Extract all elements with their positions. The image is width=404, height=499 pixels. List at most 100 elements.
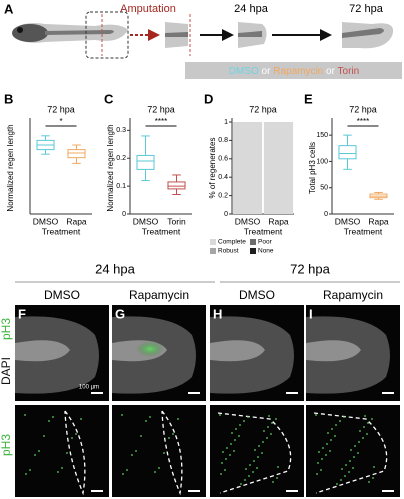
ph3-dot (276, 477, 278, 479)
ph3-dot (24, 414, 26, 416)
panel-title: Rapamycin (323, 288, 383, 302)
y-tick-label: 0.2 (116, 155, 126, 162)
ph3-dot (235, 428, 237, 430)
micrograph (306, 405, 400, 497)
x-tick-label: DMSO (335, 216, 361, 226)
fin-core (15, 340, 70, 362)
ph3-dot (367, 422, 369, 424)
chart-title: 72 hpa (47, 104, 75, 114)
ph3-dot (253, 460, 255, 462)
panel-title: DMSO (239, 288, 275, 302)
bar-segment (263, 122, 294, 214)
y-tick-label: 0.8 (218, 137, 228, 144)
ph3-dot (335, 424, 337, 426)
ph3-dot (233, 450, 235, 452)
ph3-dot (341, 468, 343, 470)
micrograph (210, 405, 304, 497)
ph3-dot (172, 433, 174, 435)
x-axis-label: Treatment (42, 226, 81, 236)
regenerate-outline (161, 410, 183, 496)
ph3-dot (350, 449, 352, 451)
chart-title: 72 hpa (147, 104, 175, 114)
ph3-dot (243, 420, 245, 422)
ph3-dot (322, 447, 324, 449)
legend-word: or (323, 66, 337, 77)
y-tick-label: 0.4 (218, 174, 228, 181)
fin-core (210, 340, 265, 362)
ph3-dot (126, 469, 128, 471)
regenerate-outline (313, 412, 388, 494)
channel-label: pH3 (0, 318, 13, 340)
ph3-dot (177, 418, 179, 420)
ph3-dot (354, 445, 356, 447)
chart-title: 72 hpa (249, 104, 277, 114)
panel-label: F (18, 306, 26, 321)
y-tick-label: 0 (122, 211, 126, 218)
y-tick-label: 0.3 (116, 127, 126, 134)
legend-word: Torin (338, 66, 360, 77)
ph3-dot (371, 418, 373, 420)
ph3-dot (220, 473, 222, 475)
ph3-dot (25, 473, 27, 475)
y-tick-label: 0.1 (116, 183, 126, 190)
legend-word: Rapamycin (273, 66, 323, 77)
ph3-dot (325, 454, 327, 456)
ph3-dot (163, 452, 165, 454)
box (167, 181, 186, 190)
ph3-dot (331, 428, 333, 430)
regenerate-outline (217, 412, 292, 494)
ph3-dot (262, 441, 264, 443)
ph3-dot (226, 447, 228, 449)
legend-label: None (258, 248, 274, 255)
ph3-dot (336, 483, 338, 485)
legend-label: Robust (218, 248, 239, 255)
stage-header: 72 hpa (290, 261, 331, 276)
ph3-dot (256, 467, 258, 469)
ph3-dot (326, 443, 328, 445)
x-tick-label: DMSO (133, 216, 159, 226)
ph3-dot (34, 454, 36, 456)
ph3-dot (366, 433, 368, 435)
y-axis-label: % of regenerates (208, 138, 217, 199)
ph3-dot (343, 416, 345, 418)
ph3-dot (140, 435, 142, 437)
ph3-dot (364, 415, 366, 417)
ph3-dot (352, 467, 354, 469)
y-tick-label: 1 (224, 119, 228, 126)
legend-swatch (210, 239, 216, 245)
ph3-dot (363, 426, 365, 428)
ph3-dot (339, 420, 341, 422)
ph3-dot (131, 454, 133, 456)
legend-swatch (250, 248, 256, 254)
y-axis-label: Normalized regen length (6, 124, 15, 211)
ph3-dot (373, 466, 375, 468)
ph3-dot (122, 473, 124, 475)
treatment-legend: DMSO or Rapamycin or Torin (229, 66, 359, 77)
panel-label: G (115, 306, 125, 321)
legend-swatch (250, 239, 256, 245)
scale-bar-label: 100 µm (79, 385, 99, 391)
box (136, 154, 155, 170)
y-tick-label: 100 (316, 158, 328, 165)
stage-header: 24 hpa (95, 261, 136, 276)
panel-title: Rapamycin (129, 288, 189, 302)
ph3-dot (318, 451, 320, 453)
y-tick-label: 0 (324, 211, 328, 218)
ph3-dot (330, 439, 332, 441)
box (67, 149, 86, 159)
ph3-dot (359, 430, 361, 432)
ph3-dot (224, 469, 226, 471)
ph3-dot (329, 450, 331, 452)
channel-label: DAPI (0, 357, 13, 385)
ph3-signal (136, 341, 164, 357)
imaging-layout (15, 281, 400, 497)
ph3-dot (231, 432, 233, 434)
legend-swatch (210, 248, 216, 254)
x-tick-label: Rapa (66, 216, 87, 226)
ph3-dot (271, 422, 273, 424)
ph3-dot (145, 420, 147, 422)
y-axis-label: Normalized regen length (106, 124, 115, 211)
ph3-dot (372, 477, 374, 479)
x-tick-label: Rapa (268, 216, 289, 226)
